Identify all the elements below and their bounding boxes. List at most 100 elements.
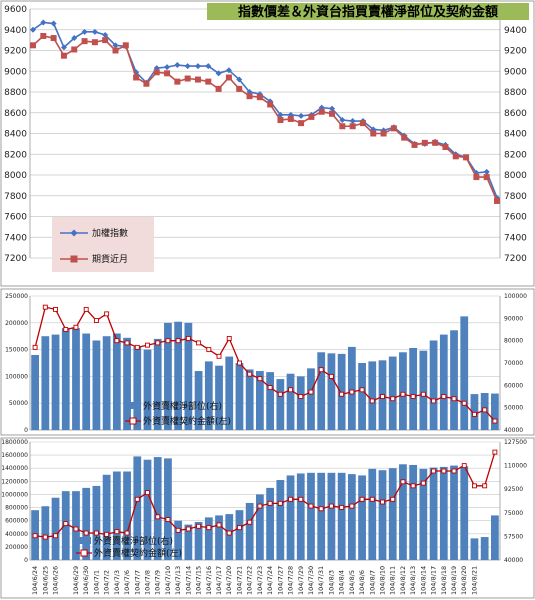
put-position-2-legend: 外資賣權淨部位(右) 外資賣權契約金額(左): [76, 535, 182, 559]
date-label: 104/8/18: [440, 566, 448, 595]
y-tick-label-left: 7800: [4, 192, 27, 202]
net-position-bar: [256, 371, 264, 430]
futures-point: [60, 52, 67, 59]
futures-point: [308, 113, 315, 120]
futures-point: [432, 139, 439, 146]
futures-point: [236, 85, 243, 92]
y-tick-label-right: 9400: [504, 26, 527, 36]
futures-point: [164, 70, 171, 77]
net-position-bar: [92, 340, 101, 430]
futures-point: [359, 120, 366, 127]
date-label: 104/8/17: [430, 566, 438, 595]
contract-value-point: [134, 344, 140, 350]
date-label: 104/8/20: [460, 566, 468, 595]
y-tick-label-left: 1200000: [1, 478, 28, 485]
net-position-bar: [92, 485, 101, 560]
y-tick-label-left: 0: [24, 427, 28, 434]
date-label: 104/7/20: [225, 566, 233, 595]
y-tick-label-left: 600000: [5, 518, 28, 525]
taiex-point: [174, 62, 181, 69]
contract-value-point: [175, 338, 181, 344]
net-position-bar: [460, 466, 469, 560]
futures-point: [133, 74, 140, 81]
net-position-bar: [215, 515, 223, 560]
net-position-bar: [204, 361, 213, 430]
y-tick-label-right: 50000: [504, 405, 523, 412]
taiex-point: [30, 26, 36, 33]
date-label: 104/7/14: [184, 566, 192, 595]
futures-point: [329, 110, 336, 117]
contract-value-point: [298, 496, 304, 502]
contract-value-point: [461, 400, 467, 406]
legend-label-taiex: 加權指數: [92, 227, 128, 239]
date-label: 104/6/24: [31, 566, 39, 595]
y-tick-label-right: 92500: [504, 486, 523, 493]
futures-point: [246, 93, 253, 100]
legend-label-net-position-2: 外資賣權淨部位(右): [94, 535, 173, 547]
contract-value-point: [349, 503, 355, 509]
y-tick-label-left: 8200: [4, 150, 27, 160]
put-position-1-line: [32, 304, 498, 424]
taiex-point: [349, 118, 356, 125]
net-position-bar: [112, 333, 121, 430]
taiex-point: [71, 35, 78, 42]
index-spread-series: [30, 19, 500, 204]
net-position-bar: [450, 465, 458, 560]
net-position-bar: [72, 328, 80, 430]
contract-value-point: [369, 398, 375, 404]
taiex-point: [298, 112, 305, 119]
taiex-point: [164, 64, 171, 71]
futures-point: [215, 85, 222, 92]
y-tick-label-right: 70000: [504, 360, 523, 367]
legend-open-square-marker-2: [80, 549, 88, 557]
contract-value-point: [328, 373, 334, 379]
taiex-point: [60, 44, 67, 51]
y-tick-label-right: 9200: [504, 47, 527, 57]
net-position-bar: [143, 349, 152, 430]
futures-point: [50, 35, 57, 42]
net-position-bar: [164, 458, 172, 560]
contract-value-point: [237, 360, 242, 366]
net-position-bar: [358, 363, 366, 430]
net-position-bar: [31, 354, 39, 430]
net-position-bar: [82, 487, 91, 560]
taiex-point: [339, 117, 346, 124]
y-tick-label-right: 7200: [504, 254, 527, 264]
contract-value-point: [288, 496, 293, 502]
y-tick-label-right: 75000: [504, 510, 523, 517]
date-label: 104/7/28: [287, 566, 295, 595]
net-position-bar: [266, 372, 274, 430]
date-label: 104/8/6: [358, 570, 366, 595]
net-position-bar: [266, 487, 274, 560]
contract-value-point: [359, 387, 365, 393]
net-position-bar: [143, 459, 152, 560]
contract-value-point: [42, 304, 48, 310]
net-position-bar: [153, 457, 162, 560]
contract-value-point: [441, 394, 447, 399]
legend-label-futures: 期貨近月: [92, 253, 128, 265]
date-label: 104/8/13: [409, 566, 417, 595]
taiex-point: [236, 76, 243, 83]
contract-value-point: [472, 411, 477, 417]
net-position-bar: [276, 379, 285, 430]
net-position-bar: [491, 515, 499, 560]
net-position-bar: [347, 474, 356, 560]
contract-value-point: [349, 389, 355, 395]
taiex-point: [81, 28, 88, 35]
net-position-bar: [450, 330, 458, 430]
y-tick-label-right: 7800: [504, 192, 527, 202]
net-position-bar: [256, 494, 264, 560]
date-label: 104/8/3: [327, 570, 335, 595]
futures-point: [112, 47, 119, 54]
taiex-point: [215, 70, 222, 77]
net-position-bar: [133, 346, 142, 430]
futures-point: [122, 42, 129, 49]
contract-value-point: [451, 468, 457, 474]
contract-value-point: [42, 534, 48, 540]
net-position-bar: [317, 472, 326, 560]
y-tick-label-left: 7400: [4, 233, 27, 243]
contract-value-point: [165, 338, 171, 344]
contract-value-point: [359, 496, 365, 502]
contract-value-point: [185, 526, 191, 532]
